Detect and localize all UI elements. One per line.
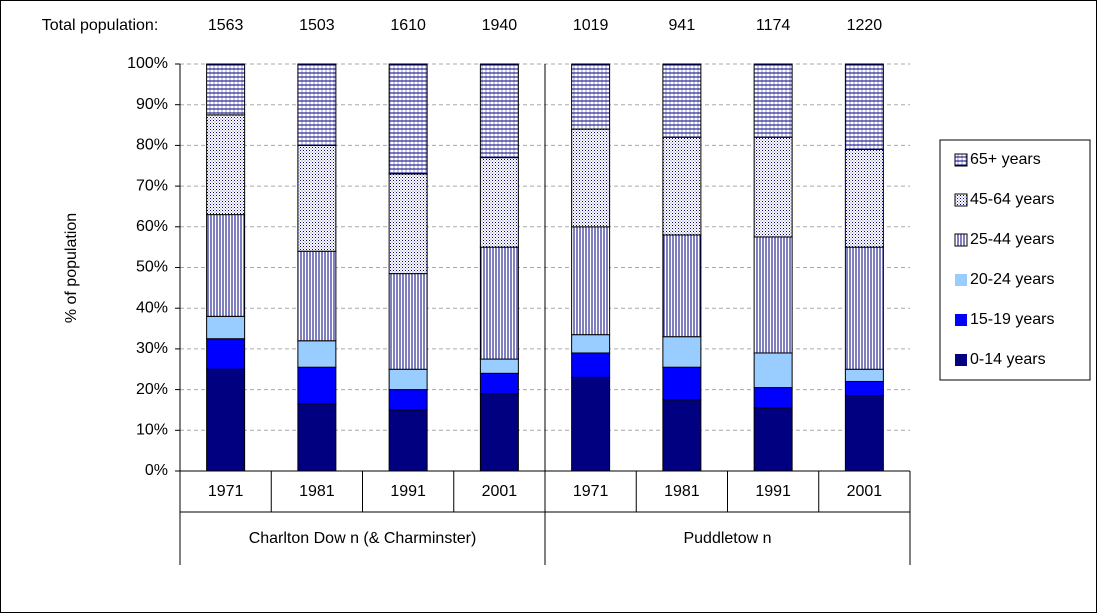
y-tick-label: 10% [136,422,168,439]
bar-segment [206,114,246,216]
bar-segment [388,63,428,175]
bar-segment [571,63,611,130]
legend-label: 20-24 years [970,271,1055,288]
legend-label: 65+ years [970,151,1041,168]
bar-segment [479,63,519,159]
bar-segment [753,63,793,138]
bar-segment [662,399,702,472]
bar-segment [571,226,611,336]
bar-segment [844,148,884,248]
total-population: 941 [669,17,696,34]
y-tick-label: 20% [136,381,168,398]
bar-segment [388,368,428,391]
legend-swatch [955,354,967,366]
group-label: Charlton Dow n (& Charminster) [249,530,477,547]
group-label: Puddletow n [683,530,771,547]
total-population: 1563 [208,17,244,34]
bar-segment [753,352,793,389]
bar-segment [844,380,884,397]
bar-segment [206,315,246,340]
legend-box [939,139,1091,381]
legend-swatch [954,193,968,207]
x-tick-label: 2001 [482,483,518,500]
y-tick-label: 60% [136,218,168,235]
total-population: 1174 [756,17,791,34]
legend-label: 45-64 years [970,191,1055,208]
y-axis-label: % of population [63,213,80,323]
bar-segment [844,395,884,472]
total-population-label: Total population: [42,17,159,34]
bar-segment [844,63,884,150]
total-population: 1019 [573,17,609,34]
x-tick-label: 1981 [299,483,335,500]
y-tick-label: 50% [136,259,168,276]
bar-segment [297,366,337,405]
legend-label: 0-14 years [970,351,1046,368]
bar-segment [753,407,793,472]
legend-label: 15-19 years [970,311,1055,328]
y-tick-label: 90% [136,96,168,113]
bar-segment [388,273,428,370]
bar-segment [662,63,702,138]
bar-segment [479,393,519,472]
bar-segment [753,387,793,409]
bar-segment [571,376,611,472]
bar-segment [571,334,611,354]
bar-segment [388,173,428,275]
x-tick-label: 1971 [573,483,609,500]
bar-segment [662,336,702,368]
bar-segment [297,63,337,146]
bar-segment [662,136,702,236]
legend-swatch [954,233,968,247]
y-tick-label: 30% [136,340,168,357]
bar-segment [662,366,702,401]
bar-segment [753,136,793,238]
legend-swatch [955,314,967,326]
total-population: 1220 [847,17,883,34]
x-tick-label: 2001 [847,483,883,500]
y-tick-label: 100% [127,55,168,72]
bar-segment [297,340,337,368]
x-tick-label: 1971 [208,483,244,500]
y-tick-label: 70% [136,177,168,194]
bar-segment [297,144,337,252]
bar-segment [662,234,702,338]
bar-segment [206,214,246,317]
bar-segment [571,128,611,228]
bar-segment [206,338,246,370]
bar-segment [479,358,519,374]
bar-segment [479,157,519,248]
y-tick-label: 40% [136,299,168,316]
bar-segment [844,368,884,382]
legend-label: 25-44 years [970,231,1055,248]
bar-segment [206,368,246,472]
y-tick-label: 80% [136,137,168,154]
bar-segment [753,236,793,354]
bar-segment [571,352,611,378]
bar-segment [388,389,428,411]
bar-segment [844,246,884,370]
x-tick-label: 1991 [390,483,426,500]
legend-swatch [954,153,968,167]
total-population: 1610 [390,17,426,34]
bar-segment [479,372,519,395]
bar-segment [297,250,337,342]
bar-segment [388,409,428,472]
total-population: 1503 [299,17,335,34]
x-tick-label: 1981 [664,483,700,500]
bar-segment [479,246,519,360]
bar-segment [206,63,246,116]
total-population: 1940 [482,17,518,34]
y-tick-label: 0% [145,462,168,479]
bar-segment [297,403,337,472]
x-tick-label: 1991 [755,483,791,500]
legend-swatch [955,274,967,286]
